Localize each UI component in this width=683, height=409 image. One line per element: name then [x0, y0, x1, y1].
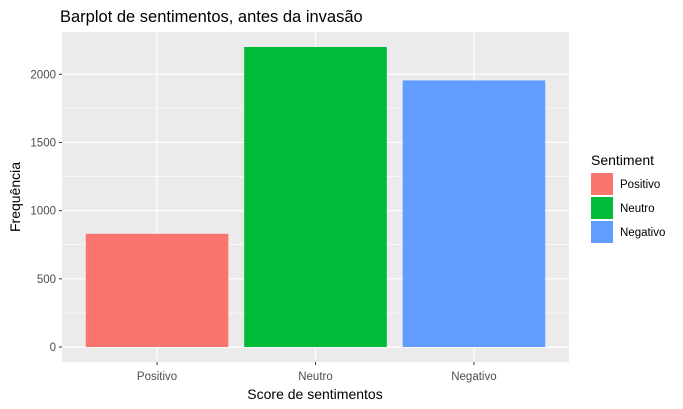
legend-label-neutro: Neutro — [620, 203, 655, 215]
legend: Sentiment Positivo Neutro Negativo — [591, 152, 665, 243]
y-axis-title: Frequência — [7, 162, 23, 232]
bar-positivo — [85, 233, 229, 347]
chart-title: Barplot de sentimentos, antes da invasão — [60, 8, 363, 26]
x-tick-label-neutro: Neutro — [298, 371, 333, 383]
legend-label-negativo: Negativo — [620, 227, 665, 239]
legend-key-neutro — [591, 197, 613, 219]
y-tick-label: 0 — [50, 342, 56, 354]
y-tick-label: 2000 — [30, 69, 56, 81]
y-axis: 0 500 1000 1500 2000 — [30, 69, 62, 354]
legend-key-negativo — [591, 221, 613, 243]
y-tick-label: 1500 — [30, 137, 56, 149]
x-tick-label-positivo: Positivo — [137, 371, 177, 383]
y-tick-label: 500 — [37, 274, 56, 286]
legend-key-positivo — [591, 173, 613, 195]
bar-neutro — [244, 47, 387, 347]
x-axis-title: Score de sentimentos — [247, 386, 382, 402]
bar-negativo — [402, 80, 546, 347]
y-tick-label: 1000 — [30, 206, 56, 218]
legend-title: Sentiment — [591, 152, 654, 168]
x-tick-label-negativo: Negativo — [451, 371, 496, 383]
bars — [85, 47, 546, 347]
legend-label-positivo: Positivo — [620, 179, 660, 191]
x-axis: Positivo Neutro Negativo — [137, 362, 497, 383]
